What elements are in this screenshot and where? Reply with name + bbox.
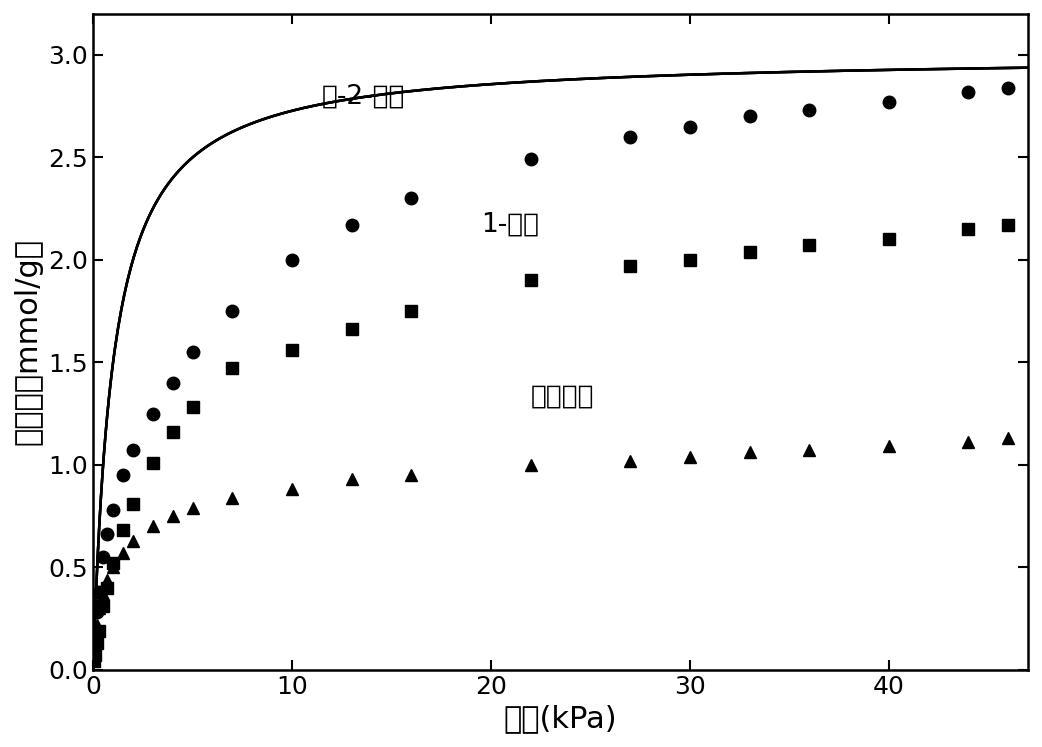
Y-axis label: 吸附量（mmol/g）: 吸附量（mmol/g） (14, 238, 43, 445)
Text: 反-2-戊烯: 反-2-戊烯 (322, 84, 405, 110)
Text: 1-戊烯: 1-戊烯 (481, 211, 539, 237)
Text: 异戊二烯: 异戊二烯 (530, 383, 594, 409)
X-axis label: 压力(kPa): 压力(kPa) (504, 704, 618, 733)
